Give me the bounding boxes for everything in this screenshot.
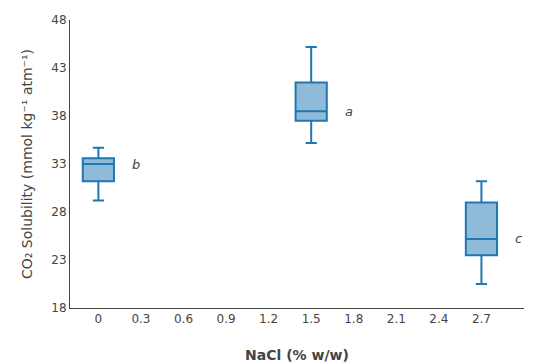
svg-text:28: 28 xyxy=(51,205,66,219)
svg-text:2.1: 2.1 xyxy=(387,312,406,326)
svg-text:1.2: 1.2 xyxy=(259,312,278,326)
svg-text:2.4: 2.4 xyxy=(429,312,448,326)
svg-text:18: 18 xyxy=(51,301,66,315)
svg-text:c: c xyxy=(515,231,522,246)
svg-text:1.5: 1.5 xyxy=(302,312,321,326)
svg-text:0: 0 xyxy=(95,312,103,326)
svg-text:23: 23 xyxy=(51,253,66,267)
svg-text:33: 33 xyxy=(51,157,66,171)
svg-text:38: 38 xyxy=(51,109,66,123)
svg-text:0.9: 0.9 xyxy=(217,312,236,326)
svg-text:1.8: 1.8 xyxy=(344,312,363,326)
svg-text:b: b xyxy=(132,157,140,172)
svg-text:a: a xyxy=(345,104,353,119)
svg-text:NaCl (% w/w): NaCl (% w/w) xyxy=(245,347,349,363)
svg-text:0.6: 0.6 xyxy=(174,312,193,326)
svg-text:43: 43 xyxy=(51,61,66,75)
svg-text:CO₂ Solubility (mmol kg⁻¹ atm⁻: CO₂ Solubility (mmol kg⁻¹ atm⁻¹) xyxy=(19,49,35,279)
svg-text:2.7: 2.7 xyxy=(472,312,491,326)
svg-text:48: 48 xyxy=(51,13,66,27)
svg-text:0.3: 0.3 xyxy=(131,312,150,326)
